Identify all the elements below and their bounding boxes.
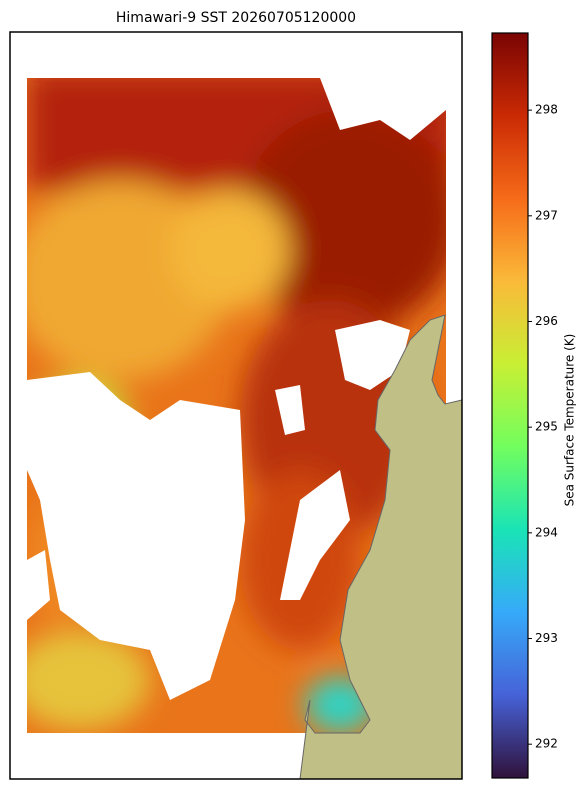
colorbar-tick-label: 295 — [535, 420, 558, 434]
colorbar-tick-label: 293 — [535, 631, 558, 645]
land — [299, 314, 463, 780]
map-title: Himawari-9 SST 20260705120000 — [116, 10, 356, 26]
sst-field — [27, 78, 446, 733]
colorbar-tick-label: 298 — [535, 103, 558, 117]
colorbar — [491, 32, 529, 779]
colorbar-tick-label: 297 — [535, 208, 558, 222]
colorbar-label: Sea Surface Temperature (K) — [563, 334, 577, 507]
colorbar-tick-label: 294 — [535, 525, 558, 539]
colorbar-tick-label: 292 — [535, 737, 558, 751]
map-frame — [9, 31, 463, 780]
colorbar-tick-label: 296 — [535, 314, 558, 328]
